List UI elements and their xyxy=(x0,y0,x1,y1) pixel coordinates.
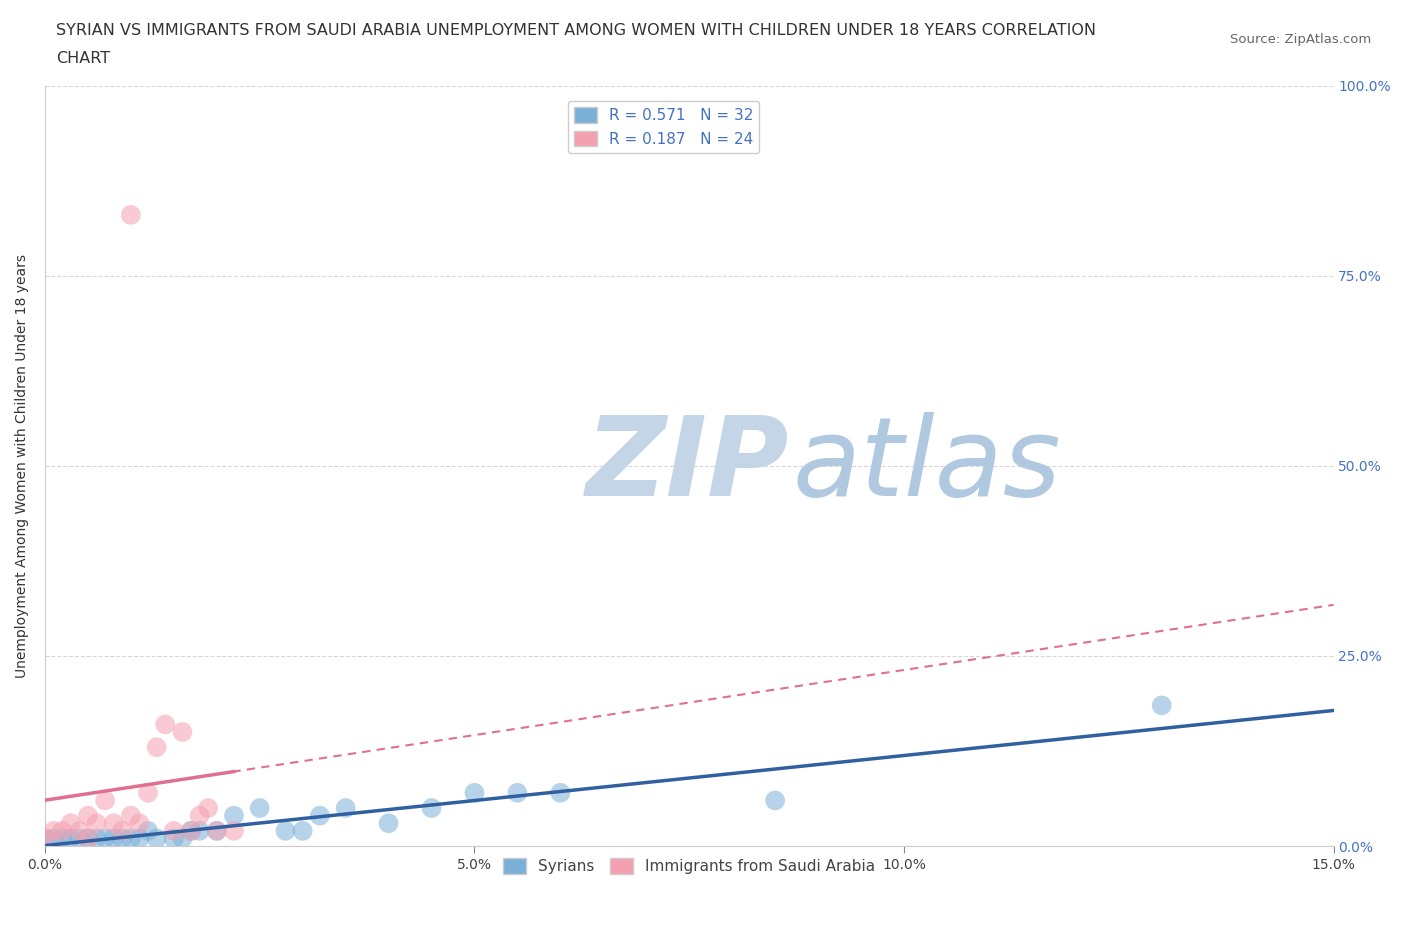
Y-axis label: Unemployment Among Women with Children Under 18 years: Unemployment Among Women with Children U… xyxy=(15,254,30,678)
Point xyxy=(111,823,134,838)
Point xyxy=(180,823,202,838)
Point xyxy=(42,823,65,838)
Point xyxy=(103,831,125,846)
Point xyxy=(120,831,142,846)
Point xyxy=(77,831,100,846)
Point xyxy=(59,831,82,846)
Point xyxy=(94,831,117,846)
Point xyxy=(120,207,142,222)
Point xyxy=(145,831,167,846)
Point xyxy=(86,831,108,846)
Point xyxy=(42,831,65,846)
Point xyxy=(163,823,186,838)
Point xyxy=(67,831,90,846)
Text: SYRIAN VS IMMIGRANTS FROM SAUDI ARABIA UNEMPLOYMENT AMONG WOMEN WITH CHILDREN UN: SYRIAN VS IMMIGRANTS FROM SAUDI ARABIA U… xyxy=(56,23,1097,38)
Point xyxy=(335,801,357,816)
Point xyxy=(136,785,159,800)
Point xyxy=(1150,698,1173,712)
Point xyxy=(155,717,177,732)
Point xyxy=(249,801,271,816)
Point xyxy=(103,816,125,830)
Point xyxy=(77,808,100,823)
Point xyxy=(188,808,211,823)
Point xyxy=(111,831,134,846)
Point xyxy=(463,785,485,800)
Point xyxy=(291,823,314,838)
Point xyxy=(163,831,186,846)
Point xyxy=(67,823,90,838)
Point xyxy=(420,801,443,816)
Point xyxy=(51,831,73,846)
Point xyxy=(128,816,150,830)
Point xyxy=(205,823,228,838)
Point xyxy=(128,831,150,846)
Text: Source: ZipAtlas.com: Source: ZipAtlas.com xyxy=(1230,33,1371,46)
Point xyxy=(51,823,73,838)
Point xyxy=(550,785,572,800)
Point xyxy=(222,808,245,823)
Point xyxy=(59,816,82,830)
Point xyxy=(172,831,194,846)
Text: CHART: CHART xyxy=(56,51,110,66)
Point xyxy=(145,739,167,754)
Point xyxy=(222,823,245,838)
Point xyxy=(308,808,330,823)
Point xyxy=(34,831,56,846)
Text: ZIP: ZIP xyxy=(586,412,790,519)
Point xyxy=(180,823,202,838)
Point xyxy=(274,823,297,838)
Legend: Syrians, Immigrants from Saudi Arabia: Syrians, Immigrants from Saudi Arabia xyxy=(498,852,882,880)
Point xyxy=(77,831,100,846)
Point xyxy=(506,785,529,800)
Point xyxy=(188,823,211,838)
Point xyxy=(172,724,194,739)
Point xyxy=(120,808,142,823)
Point xyxy=(94,793,117,808)
Point xyxy=(763,793,786,808)
Point xyxy=(205,823,228,838)
Point xyxy=(86,816,108,830)
Text: atlas: atlas xyxy=(793,412,1062,519)
Point xyxy=(34,831,56,846)
Point xyxy=(136,823,159,838)
Point xyxy=(197,801,219,816)
Point xyxy=(377,816,399,830)
